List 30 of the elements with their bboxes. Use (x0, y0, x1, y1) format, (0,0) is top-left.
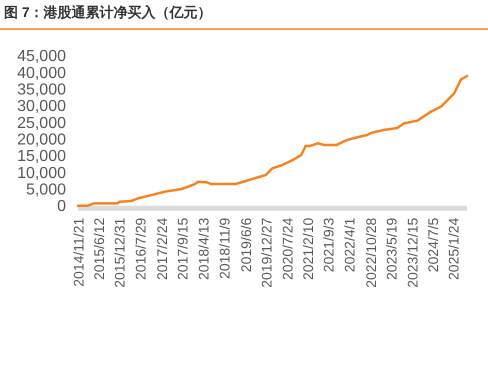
x-tick-label: 2019/12/27 (258, 217, 274, 288)
y-tick-label: 25,000 (17, 114, 66, 132)
x-tick-label: 2017/2/24 (154, 218, 170, 280)
x-tick-label: 2025/1/24 (446, 218, 462, 280)
x-tick-label: 2024/7/5 (425, 217, 442, 272)
x-tick-label: 2021/9/3 (320, 217, 337, 272)
x-tick-label: 2023/12/15 (404, 217, 421, 288)
x-tick-label: 2022/4/1 (342, 217, 358, 272)
y-tick-label: 35,000 (17, 82, 66, 99)
y-tick-label: 10,000 (17, 164, 66, 182)
y-tick-label: 5,000 (26, 182, 66, 199)
y-tick-label: 0 (57, 198, 66, 216)
x-tick-label: 2017/9/15 (174, 218, 190, 280)
x-tick-label: 2023/5/19 (383, 218, 400, 280)
x-tick-label: 2022/10/28 (362, 217, 379, 288)
y-tick-label: 20,000 (17, 132, 66, 149)
y-tick-label: 40,000 (17, 64, 66, 82)
y-tick-label: 30,000 (17, 98, 66, 116)
x-tick-label: 2015/12/31 (111, 217, 128, 288)
x-tick-label: 2015/6/12 (90, 218, 107, 280)
x-tick-label: 2014/11/21 (70, 217, 86, 287)
y-tick-label: 45,000 (17, 48, 66, 66)
x-tick-label: 2018/11/9 (216, 217, 233, 279)
x-tick-label: 2021/2/10 (300, 218, 316, 280)
x-tick-label: 2018/4/13 (195, 218, 212, 280)
title: 图 7：港股通累计净买入（亿元） (4, 4, 212, 20)
x-tick-label: 2016/7/29 (132, 218, 149, 280)
y-tick-label: 15,000 (17, 148, 66, 166)
x-tick-label: 2019/6/6 (238, 217, 254, 272)
x-tick-label: 2020/7/24 (280, 218, 296, 280)
